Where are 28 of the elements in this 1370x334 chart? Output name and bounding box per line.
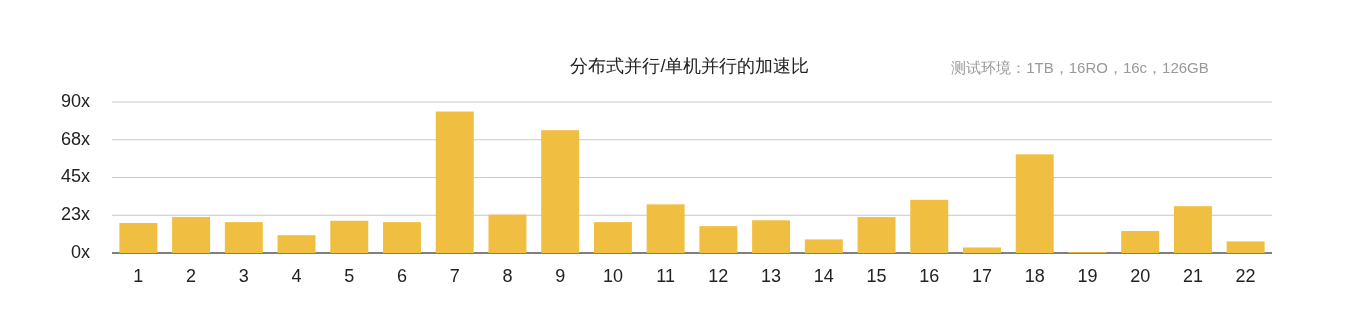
bar	[857, 217, 896, 253]
chart-subtitle: 测试环境：1TB，16RO，16c，126GB	[951, 59, 1209, 76]
bar	[646, 204, 685, 253]
bar	[1173, 206, 1212, 253]
bar	[277, 235, 316, 253]
bar	[593, 222, 632, 253]
bar	[488, 214, 527, 253]
bar	[699, 226, 738, 253]
bar	[804, 239, 843, 253]
bar	[224, 222, 263, 253]
y-tick-label: 90x	[60, 90, 90, 111]
bar	[119, 222, 158, 253]
y-tick-label: 23x	[60, 204, 90, 224]
bar	[1226, 241, 1265, 253]
bar	[1121, 231, 1160, 253]
chart-title: 分布式并行/单机并行的加速比	[570, 56, 810, 76]
bar	[383, 222, 421, 253]
bar	[1015, 154, 1054, 253]
y-tick-label: 0x	[70, 241, 90, 262]
bar	[330, 220, 369, 253]
bar	[172, 217, 211, 253]
bar	[435, 111, 474, 253]
bar	[963, 247, 1001, 253]
bar	[910, 199, 949, 253]
y-tick-label: 68x	[60, 128, 90, 149]
y-tick-label: 45x	[60, 166, 90, 187]
bar	[541, 130, 580, 253]
bar	[752, 220, 791, 253]
